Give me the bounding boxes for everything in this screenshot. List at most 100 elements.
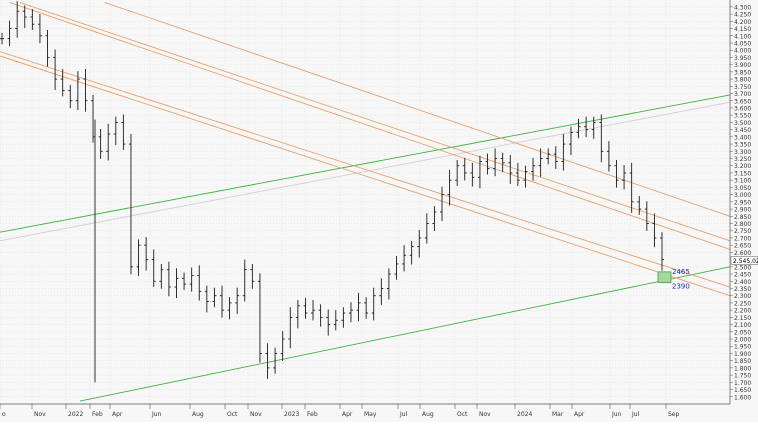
y-tick-label: 1.950: [734, 344, 751, 351]
y-tick-label: 2.350: [734, 286, 751, 293]
trendline: [104, 2, 731, 217]
y-tick-label: 2.800: [734, 221, 751, 228]
y-tick-label: 3.450: [734, 127, 751, 134]
ohlc-bar: [68, 84, 73, 109]
ohlc-bar: [531, 157, 536, 181]
y-tick-label: 4.300: [734, 4, 751, 11]
x-tick-label: Mar: [552, 411, 564, 418]
ohlc-bar: [60, 68, 65, 97]
y-tick-label: 4.250: [734, 12, 751, 19]
ohlc-bar: [250, 263, 255, 289]
ohlc-bar: [614, 159, 619, 188]
ohlc-bar: [273, 347, 278, 374]
ohlc-bar: [30, 9, 35, 30]
y-tick-label: 1.700: [734, 380, 751, 387]
ohlc-bar: [553, 146, 558, 169]
ohlc-bar: [606, 141, 611, 172]
ohlc-bar: [121, 114, 126, 150]
y-tick-label: 3.050: [734, 185, 751, 192]
ohlc-bar: [227, 297, 232, 320]
ohlc-bar: [288, 307, 293, 349]
trendline: [9, 2, 731, 250]
ohlc-bar: [83, 68, 88, 112]
ohlc-bar: [22, 5, 27, 28]
ohlc-bar: [546, 148, 551, 165]
y-tick-label: 4.150: [734, 26, 751, 33]
ohlc-bar: [341, 307, 346, 328]
y-tick-label: 2.250: [734, 300, 751, 307]
ohlc-bar: [75, 71, 80, 110]
ohlc-bar: [538, 148, 543, 177]
y-tick-label: 3.150: [734, 170, 751, 177]
ohlc-bar: [462, 157, 467, 181]
ohlc-bar: [197, 265, 202, 301]
x-tick-label: Nov: [479, 411, 491, 418]
y-tick-label: 1.800: [734, 365, 751, 372]
y-tick-label: 2.500: [734, 264, 751, 271]
y-tick-label: 4.000: [734, 48, 751, 55]
y-tick-label: 3.750: [734, 84, 751, 91]
y-tick-label: 3.600: [734, 105, 751, 112]
y-tick-label: 2.050: [734, 329, 751, 336]
x-tick-label: 2022: [68, 411, 83, 418]
y-tick-label: 2.000: [734, 337, 751, 344]
x-tick-label: Oct: [227, 411, 238, 418]
ohlc-bar: [113, 116, 118, 145]
y-tick-label: 3.250: [734, 156, 751, 163]
x-tick-label: Sep: [668, 411, 680, 418]
y-tick-label: 3.700: [734, 91, 751, 98]
ohlc-bar: [356, 292, 361, 322]
ohlc-bar: [7, 20, 12, 47]
x-tick-label: Aug: [422, 411, 434, 418]
y-tick-label: 2.750: [734, 228, 751, 235]
ohlc-bar: [637, 196, 642, 215]
target-low-label: 2390: [672, 283, 690, 291]
ohlc-bar: [652, 213, 657, 248]
x-tick-label: Apr: [574, 411, 585, 418]
y-tick-label: 2.650: [734, 243, 751, 250]
x-tick-label: Nov: [250, 411, 262, 418]
y-tick-label: 4.200: [734, 19, 751, 26]
plot-background: [0, 0, 730, 404]
ohlc-bar: [295, 300, 300, 329]
x-axis: o Nov 2022 Feb Apr Jun Aug Oct Nov 2023 Feb Apr May J…: [0, 403, 730, 418]
trendline: [0, 51, 731, 288]
x-tick-label: Jul: [399, 411, 408, 418]
ohlc-bar: [220, 285, 224, 318]
x-tick-label: 2024: [517, 411, 532, 418]
ohlc-bar: [212, 287, 217, 308]
ohlc-bar: [591, 116, 596, 139]
ohlc-bar: [106, 123, 111, 161]
ohlc-bar: [37, 14, 42, 44]
ohlc-bar: [151, 249, 156, 288]
ohlc-bar: [394, 255, 399, 280]
ohlc-bar: [493, 148, 498, 177]
y-tick-label: 3.850: [734, 69, 751, 76]
ohlc-bars: [0, 1, 664, 383]
x-tick-label: o: [2, 411, 6, 418]
y-tick-label: 3.500: [734, 120, 751, 127]
y-tick-label: 3.550: [734, 113, 751, 120]
ohlc-bar: [599, 114, 604, 163]
target-high-label: 2465: [672, 268, 690, 276]
y-axis: 4.3004.2504.2004.1504.1004.0504.0003.950…: [729, 0, 758, 404]
ohlc-bar: [568, 126, 573, 156]
trendline: [0, 101, 731, 242]
ohlc-bar: [318, 304, 323, 327]
ohlc-bar: [280, 331, 285, 361]
y-tick-label: 2.950: [734, 199, 751, 206]
ohlc-bar: [303, 297, 308, 319]
ohlc-bar: [166, 261, 171, 297]
x-tick-label: Oct: [457, 411, 468, 418]
y-tick-label: 2.700: [734, 235, 751, 242]
y-tick-label: 1.600: [734, 394, 751, 401]
ohlc-bar: [447, 170, 452, 206]
ohlc-bar: [189, 267, 194, 292]
ohlc-bar: [128, 133, 133, 275]
ohlc-bar: [182, 272, 187, 290]
ohlc-bar: [0, 32, 4, 45]
y-tick-label: 3.000: [734, 192, 751, 199]
trendline: [79, 266, 731, 402]
ohlc-bar: [440, 186, 444, 222]
trendlines: [0, 2, 731, 402]
